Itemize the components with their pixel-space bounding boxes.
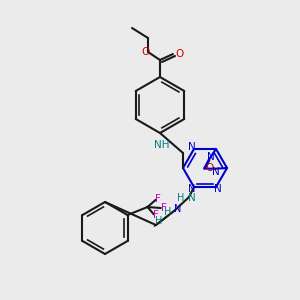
Text: N: N <box>174 204 182 214</box>
Text: F: F <box>154 194 160 204</box>
Text: O: O <box>141 47 149 57</box>
Text: F: F <box>153 210 158 220</box>
Text: H: H <box>164 207 172 217</box>
Text: N: N <box>188 184 196 194</box>
Text: NH: NH <box>154 140 169 150</box>
Text: N: N <box>188 193 196 203</box>
Text: N: N <box>188 142 196 152</box>
Text: F: F <box>160 203 166 213</box>
Text: N: N <box>212 167 220 177</box>
Text: H: H <box>155 216 163 226</box>
Text: N: N <box>207 152 214 162</box>
Text: O: O <box>175 49 183 59</box>
Text: H: H <box>177 193 185 203</box>
Text: N: N <box>214 184 222 194</box>
Text: O: O <box>205 164 213 173</box>
